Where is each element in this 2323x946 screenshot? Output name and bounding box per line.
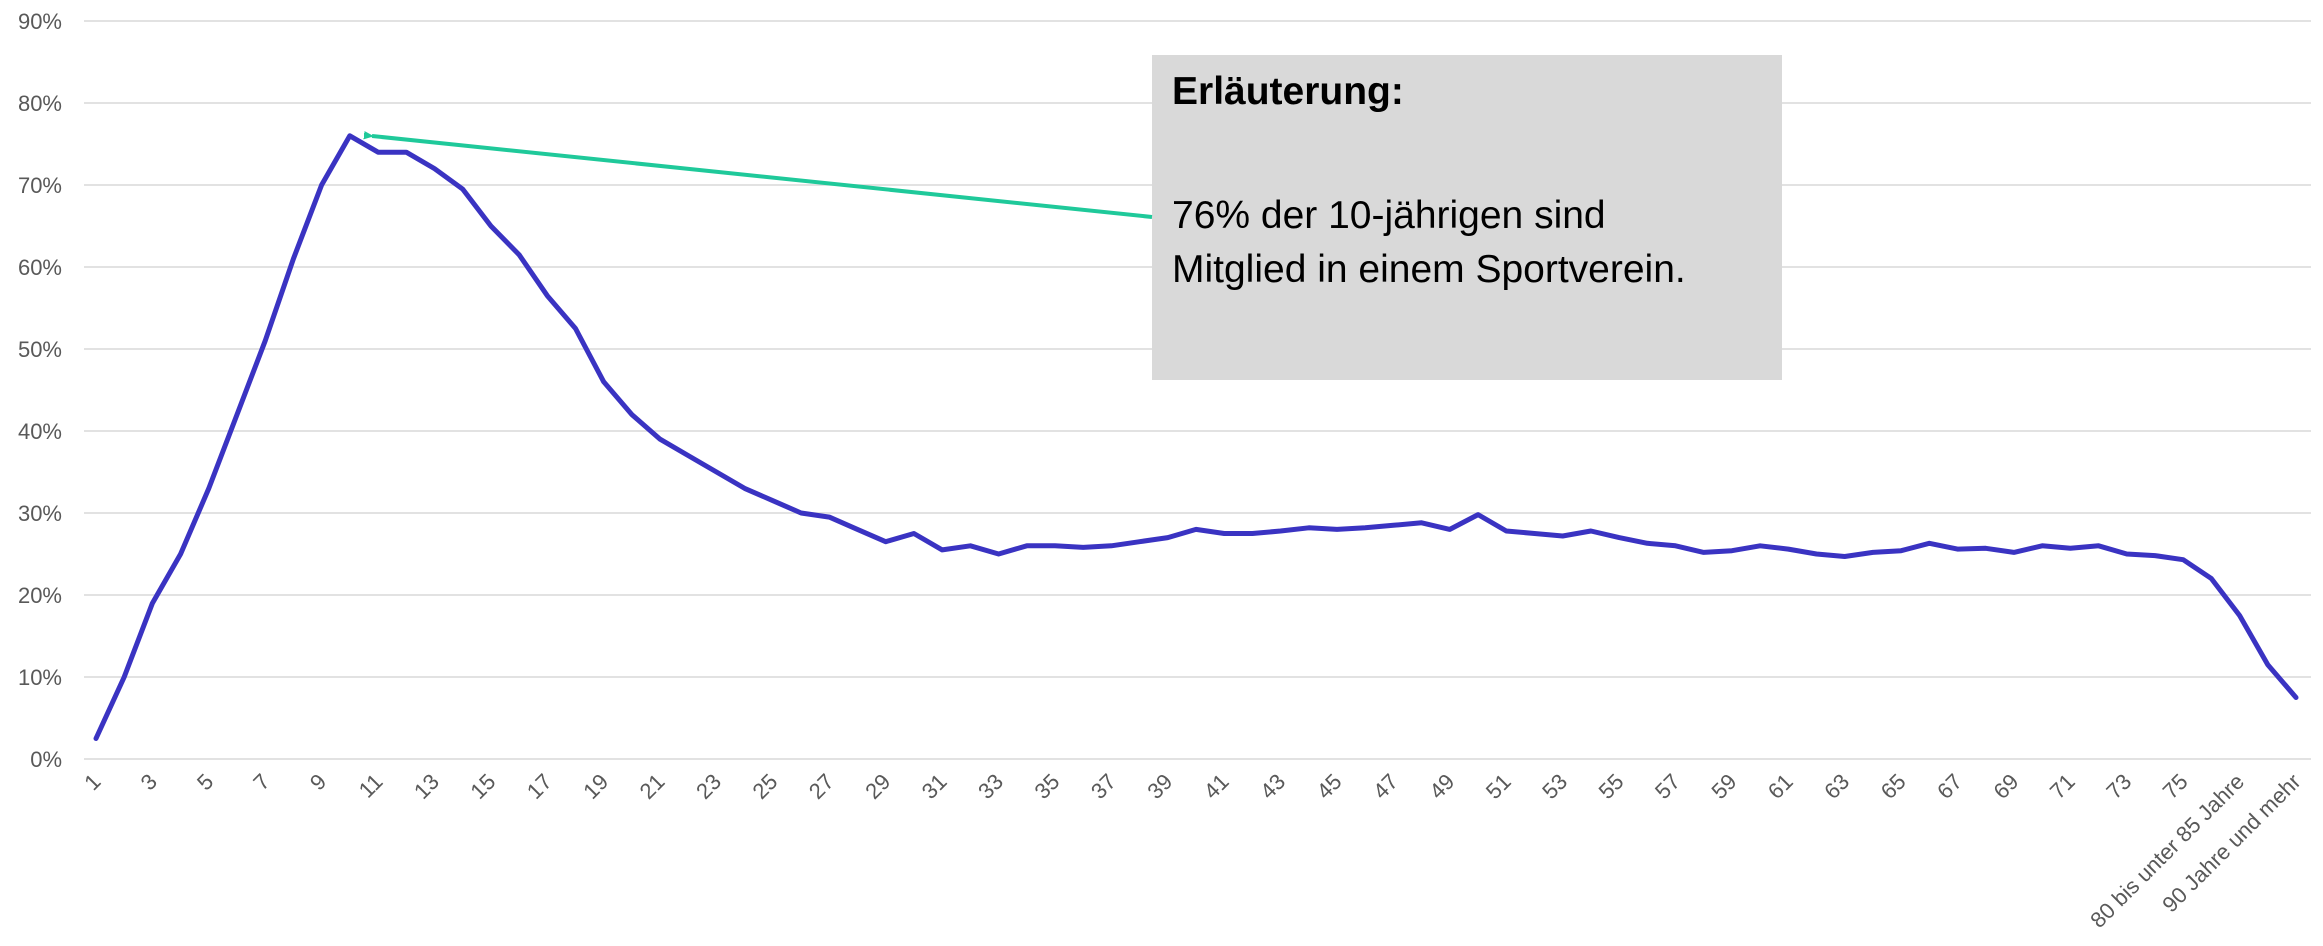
x-tick-label: 35 [1030,769,1065,804]
x-tick-label: 27 [804,769,839,804]
annotation-arrow [372,136,1153,219]
x-tick-label: 75 [2158,769,2193,804]
x-tick-label: 45 [1312,769,1347,804]
x-tick-label: 65 [1876,769,1911,804]
x-tick-label: 71 [2045,769,2080,804]
x-tick-label: 51 [1481,769,1516,804]
x-tick-label: 31 [917,769,952,804]
x-tick-label: 69 [1988,769,2023,804]
x-tick-label: 61 [1763,769,1798,804]
y-tick-label: 30% [18,501,62,526]
x-tick-label: 11 [354,769,388,803]
x-tick-label: 21 [635,769,670,804]
x-tick-label: 5 [192,769,218,795]
x-tick-label: 53 [1537,769,1572,804]
x-tick-label: 7 [248,769,274,795]
annotation-title: Erläuterung: [1172,70,1404,113]
x-tick-label: 17 [522,769,557,804]
x-tick-label: 19 [578,769,613,804]
x-tick-label: 73 [2101,769,2136,804]
y-tick-label: 40% [18,419,62,444]
x-tick-label: 57 [1650,769,1685,804]
x-tick-label: 25 [747,769,782,804]
x-tick-label: 43 [1255,769,1290,804]
annotation-text: 76% der 10-jährigen sind [1172,194,1606,237]
x-tick-label: 1 [79,769,105,795]
x-tick-label: 55 [1594,769,1629,804]
x-tick-label: 37 [1086,769,1121,804]
y-tick-label: 70% [18,173,62,198]
y-tick-label: 90% [18,9,62,34]
annotation-text: Mitglied in einem Sportverein. [1172,248,1686,291]
data-line [93,133,2299,741]
x-tick-label: 39 [1142,769,1177,804]
x-tick-label: 49 [1424,769,1459,804]
x-tick-label: 67 [1932,769,1967,804]
x-tick-label: 9 [305,769,331,795]
x-tick-label: 41 [1199,769,1234,804]
annotation-box [1152,55,1782,380]
x-tick-label: 15 [465,769,500,804]
x-tick-label: 59 [1706,769,1741,804]
y-tick-label: 10% [18,665,62,690]
x-tick-label: 13 [409,769,444,804]
x-tick-label: 63 [1819,769,1854,804]
y-tick-label: 50% [18,337,62,362]
x-tick-label: 33 [973,769,1008,804]
x-tick-label: 47 [1368,769,1403,804]
y-tick-label: 60% [18,255,62,280]
y-tick-label: 20% [18,583,62,608]
x-tick-label: 29 [860,769,895,804]
x-tick-label: 23 [691,769,726,804]
y-tick-label: 0% [30,747,62,772]
x-tick-label: 3 [136,769,162,795]
y-tick-label: 80% [18,91,62,116]
